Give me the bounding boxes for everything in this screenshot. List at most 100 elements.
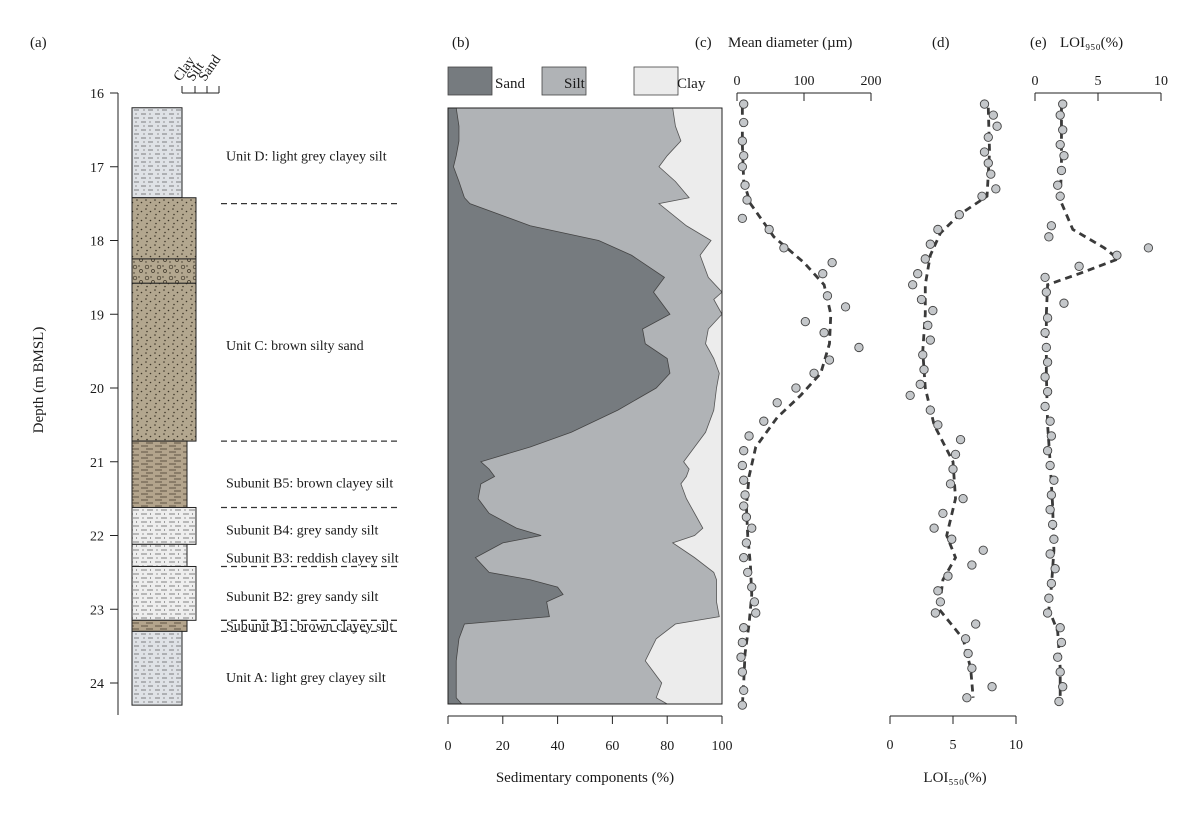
data-point <box>741 538 752 548</box>
data-point <box>967 560 977 570</box>
data-point <box>739 501 749 511</box>
data-point <box>1046 431 1057 441</box>
lithology-column <box>131 107 197 706</box>
data-point <box>1056 165 1067 176</box>
data-point <box>739 685 749 696</box>
data-point <box>955 434 966 445</box>
data-point <box>913 269 923 279</box>
data-point <box>1054 696 1064 707</box>
panel-e: (e) LOI₉₅₀(%) 0 5 10 <box>1030 35 1168 707</box>
data-point <box>749 597 760 607</box>
data-point <box>1046 221 1057 231</box>
x-tick-label: 80 <box>660 739 674 754</box>
lithology-unit <box>131 258 197 284</box>
data-point <box>818 269 828 279</box>
x-tick-label: 0 <box>734 74 741 89</box>
data-point <box>819 328 829 338</box>
data-point <box>809 368 819 378</box>
data-point <box>933 586 943 596</box>
unit-label: Subunit B1: brown clayey silt <box>226 619 393 634</box>
data-point <box>759 416 769 426</box>
data-point <box>741 512 752 522</box>
depth-tick-label: 20 <box>90 382 104 397</box>
data-point <box>1055 667 1065 677</box>
data-point <box>840 302 851 312</box>
loi950-axis: 0 5 10 <box>1032 74 1168 101</box>
data-point <box>1045 505 1055 515</box>
data-point <box>915 379 925 389</box>
lithology-unit <box>131 565 197 621</box>
data-point <box>1046 490 1057 500</box>
panel-a-letter: (a) <box>30 35 47 51</box>
data-point <box>764 224 774 235</box>
panel-d-letter: (d) <box>932 35 950 51</box>
lithology-unit <box>131 630 183 706</box>
unit-label: Unit A: light grey clayey silt <box>226 671 386 686</box>
data-point <box>1045 549 1055 559</box>
data-point <box>1044 232 1054 242</box>
legend-label: Clay <box>677 76 706 92</box>
data-point <box>736 652 746 662</box>
data-point <box>935 597 946 607</box>
data-point <box>1046 578 1057 589</box>
panel-c-letter: (c) <box>695 35 712 51</box>
data-point <box>1042 313 1053 323</box>
data-point <box>737 136 748 146</box>
legend-label: Sand <box>495 76 526 92</box>
data-point <box>737 700 748 710</box>
data-point <box>923 320 933 330</box>
panel-e-letter: (e) <box>1030 35 1047 51</box>
x-tick-label: 100 <box>794 74 815 89</box>
panel-b: (b) Sand Silt Clay 0 20 40 60 80 100 Sedimentar… <box>445 35 733 786</box>
data-point <box>908 280 918 290</box>
data-point <box>1041 342 1051 353</box>
panel-c: (c) Mean diameter (µm) 0 100 200 <box>695 35 882 710</box>
data-point <box>827 257 837 268</box>
data-point <box>740 180 750 190</box>
lithology-unit <box>131 619 188 632</box>
data-point <box>1055 139 1065 150</box>
data-point <box>930 608 941 618</box>
data-point <box>1053 652 1063 662</box>
data-point <box>962 693 972 703</box>
data-point <box>1056 637 1067 648</box>
components-area-chart <box>447 107 723 705</box>
unit-boundaries <box>221 202 400 633</box>
data-point <box>963 648 973 659</box>
data-point <box>954 210 964 220</box>
mean-diameter-title: Mean diameter (µm) <box>728 35 852 51</box>
data-point <box>967 663 977 673</box>
depth-tick-label: 18 <box>90 235 104 250</box>
data-point <box>1042 608 1053 618</box>
data-point <box>1058 682 1068 692</box>
data-point <box>950 449 961 460</box>
unit-label: Subunit B3: reddish clayey silt <box>226 552 399 567</box>
x-tick-label: 0 <box>445 739 452 754</box>
x-tick-label: 40 <box>551 739 565 754</box>
depth-tick-label: 17 <box>90 161 104 176</box>
data-point <box>987 682 997 692</box>
data-point <box>925 405 935 415</box>
data-point <box>992 121 1002 131</box>
loi550-plot <box>905 99 1002 703</box>
data-point <box>742 195 752 205</box>
data-point <box>1055 191 1065 201</box>
area-frame <box>447 107 723 705</box>
data-point <box>744 431 754 441</box>
depth-tick-label: 19 <box>90 308 104 323</box>
data-point <box>739 446 749 456</box>
legend-swatch <box>447 66 493 96</box>
data-point <box>737 460 748 471</box>
unit-label: Subunit B5: brown clayey silt <box>226 476 393 491</box>
depth-tick-label: 23 <box>90 603 104 618</box>
data-point <box>1049 475 1059 485</box>
data-point <box>1042 446 1053 456</box>
data-point <box>739 623 749 633</box>
data-point <box>822 291 833 301</box>
data-point <box>983 158 993 168</box>
data-point <box>1042 357 1053 367</box>
legend-label: Silt <box>564 76 586 92</box>
lithology-unit <box>131 506 197 545</box>
unit-label: Unit C: brown silty sand <box>226 339 364 354</box>
